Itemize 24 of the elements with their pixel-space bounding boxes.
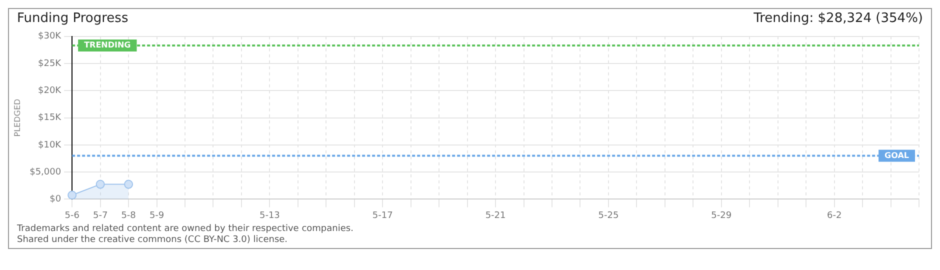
y-tick-label: $25K (38, 58, 62, 69)
x-tick-label: 5-29 (711, 210, 732, 221)
x-tick-label: 5-6 (64, 210, 80, 221)
x-tick-label: 5-17 (372, 210, 393, 221)
x-tick-label: 5-25 (598, 210, 619, 221)
x-tick-label: 5-13 (259, 210, 280, 221)
x-tick-label: 5-7 (92, 210, 108, 221)
x-tick-label: 6-2 (826, 210, 842, 221)
chart-subtitle: Trending: $28,324 (354%) (754, 11, 923, 26)
chart-title: Funding Progress (17, 11, 128, 26)
text: Shared under the creative commons (CC BY-NC 3.0) license. (17, 235, 289, 246)
y-tick-label: $30K (38, 32, 62, 42)
y-tick-label: $10K (38, 140, 62, 150)
ref-line-label: GOAL (884, 150, 910, 160)
y-tick-label: $20K (38, 86, 62, 96)
ref-line-label: TRENDING (84, 40, 131, 50)
text: Trademarks and related content are owned by their respective companies. (17, 224, 354, 235)
x-tick-label: 5-8 (121, 210, 136, 221)
y-tick-label: $15K (38, 113, 62, 124)
y-axis-title: PLEDGED (12, 98, 22, 137)
x-tick-label: 5-9 (149, 210, 164, 221)
y-tick-label: $0 (50, 194, 62, 205)
y-tick-label: $5,000 (30, 167, 62, 178)
x-tick-label: 5-21 (485, 210, 506, 221)
